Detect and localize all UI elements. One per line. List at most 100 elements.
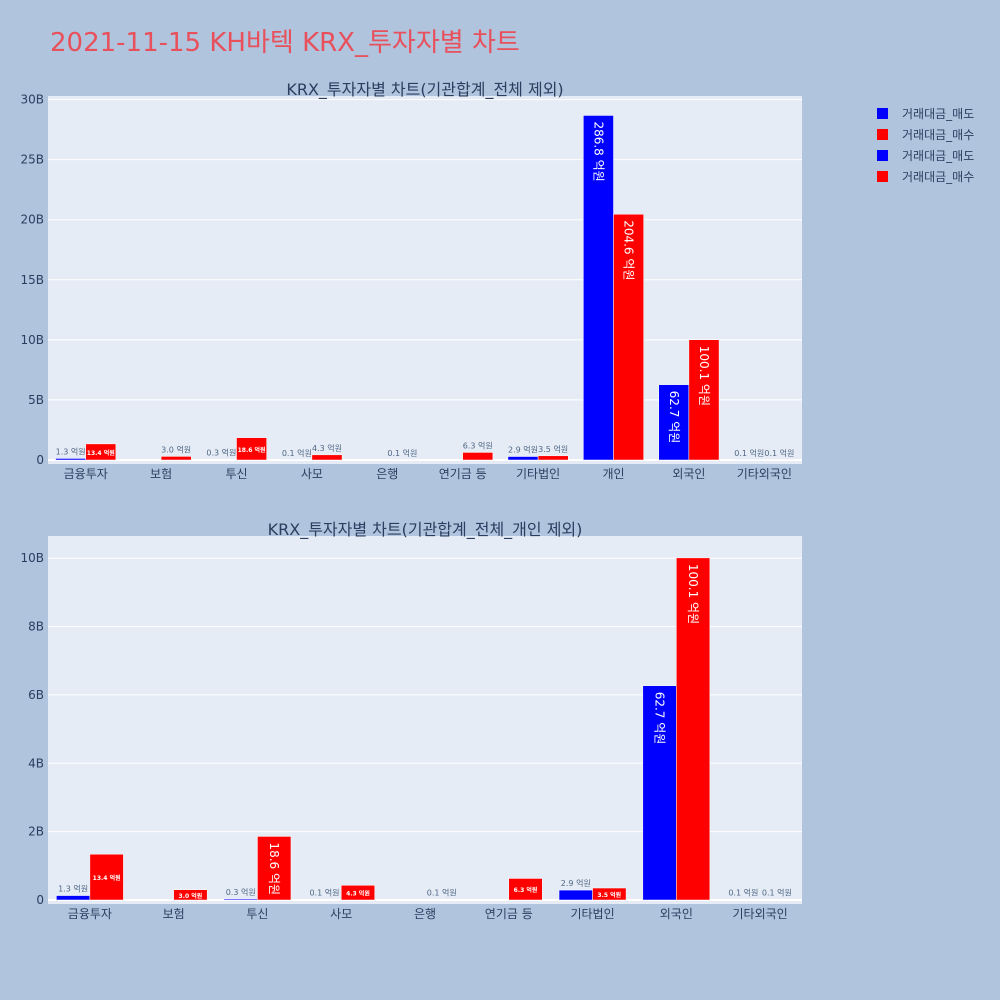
x-tick-label: 외국인	[672, 467, 705, 481]
legend-label: 거래대금_매도	[902, 149, 974, 163]
legend-label: 거래대금_매수	[902, 170, 974, 184]
bar	[173, 889, 208, 901]
bar	[583, 115, 614, 461]
data-label: 0.1 억원	[427, 888, 457, 898]
x-tick-label: 연기금 등	[439, 467, 487, 481]
data-label: 0.1 억원	[728, 888, 758, 898]
chart-2: 0 2B 4B 6B 8B 10B KRX_투자자별 차트(기관합계_전체_개인 제외) 금융…	[20, 520, 802, 921]
bar	[257, 836, 292, 901]
x-tick-label: 사모	[330, 907, 352, 921]
data-label: 62.7 억원	[653, 692, 667, 745]
chart-1: 0 5B 10B 15B 20B 25B 30B KRX_투자자별 차트(기관합계_전체 제외…	[20, 80, 802, 481]
bar	[160, 456, 192, 461]
legend-swatch	[877, 150, 888, 161]
y-tick-label: 5B	[28, 393, 44, 407]
chart-title: KRX_투자자별 차트(기관합계_전체_개인 제외)	[268, 520, 583, 540]
data-label: 62.7 억원	[667, 391, 681, 444]
data-label: 286.8 억원	[591, 121, 605, 181]
bar	[676, 557, 711, 901]
data-label: 2.9 억원	[508, 445, 538, 455]
legend-label: 거래대금_매도	[902, 107, 974, 121]
y-tick-label: 6B	[28, 688, 44, 702]
x-tick-label: 보험	[150, 467, 172, 481]
data-label: 13.4 억원	[87, 449, 115, 457]
y-tick-label: 15B	[20, 273, 44, 287]
x-tick-label: 개인	[602, 467, 624, 481]
bar	[537, 455, 569, 461]
bar	[89, 853, 124, 901]
bar	[642, 685, 677, 901]
data-label: 18.6 억원	[267, 842, 281, 895]
legend-swatch	[877, 129, 888, 140]
data-label: 3.5 억원	[538, 444, 568, 454]
y-tick-label: 20B	[20, 213, 44, 227]
bar	[462, 452, 494, 461]
x-tick-label: 투신	[246, 907, 268, 921]
x-tick-label: 은행	[414, 906, 436, 921]
bar	[558, 889, 593, 901]
data-label: 3.0 억원	[179, 892, 203, 900]
data-label: 3.5 억원	[597, 891, 621, 899]
data-label: 18.6 억원	[238, 446, 266, 454]
data-label: 204.6 억원	[622, 220, 636, 280]
bar	[507, 456, 539, 461]
x-tick-label: 보험	[163, 907, 185, 921]
data-label: 3.0 억원	[161, 444, 191, 454]
x-tick-label: 투신	[225, 467, 247, 481]
data-label: 1.3 억원	[58, 884, 88, 894]
bar	[613, 213, 644, 461]
data-label: 0.3 억원	[206, 448, 236, 458]
data-label: 0.1 억원	[762, 888, 792, 898]
bar	[592, 887, 627, 901]
x-tick-label: 금융투자	[64, 467, 108, 481]
x-tick-label: 외국인	[660, 907, 693, 921]
data-label: 0.1 억원	[387, 448, 417, 458]
x-tick-label: 금융투자	[68, 907, 112, 921]
y-tick-label: 2B	[28, 825, 44, 839]
bar	[688, 339, 720, 461]
data-label: 1.3 억원	[56, 446, 86, 456]
bar	[311, 454, 343, 461]
x-tick-label: 사모	[301, 467, 323, 481]
data-label: 4.3 억원	[346, 890, 370, 898]
x-tick-label: 기타법인	[516, 467, 560, 481]
bar	[56, 895, 91, 901]
y-tick-label: 30B	[20, 93, 44, 107]
y-tick-label: 8B	[28, 620, 44, 634]
y-tick-label: 0	[36, 453, 44, 467]
data-label: 6.3 억원	[514, 886, 538, 894]
bar	[85, 443, 117, 461]
data-label: 100.1 억원	[697, 346, 711, 406]
y-tick-label: 25B	[20, 153, 44, 167]
data-label: 6.3 억원	[463, 440, 493, 450]
bar	[340, 885, 375, 901]
bar	[508, 878, 543, 901]
legend-label: 거래대금_매수	[902, 128, 974, 142]
y-tick-label: 10B	[20, 333, 44, 347]
y-tick-label: 4B	[28, 756, 44, 770]
data-label: 100.1 억원	[686, 564, 700, 624]
data-label: 4.3 억원	[312, 443, 342, 453]
y-tick-label: 10B	[20, 551, 44, 565]
x-tick-label: 연기금 등	[485, 907, 533, 921]
legend-swatch	[877, 171, 888, 182]
data-label: 0.1 억원	[309, 888, 339, 898]
bar	[55, 458, 86, 461]
bar	[658, 384, 690, 461]
data-label: 13.4 억원	[93, 874, 121, 882]
y-tick-label: 0	[36, 893, 44, 907]
x-tick-label: 기타외국인	[737, 467, 792, 481]
data-label: 2.9 억원	[561, 878, 591, 888]
bar	[223, 898, 258, 901]
x-tick-label: 기타외국인	[733, 907, 788, 921]
page-title: 2021-11-15 KH바텍 KRX_투자자별 차트	[50, 28, 520, 58]
data-label: 0.1 억원	[282, 448, 312, 458]
bar	[236, 437, 267, 461]
x-tick-label: 기타법인	[570, 907, 614, 921]
data-label: 0.3 억원	[226, 887, 256, 897]
data-label: 0.1 억원	[764, 448, 794, 458]
data-label: 0.1 억원	[734, 448, 764, 458]
legend-swatch	[877, 108, 888, 119]
